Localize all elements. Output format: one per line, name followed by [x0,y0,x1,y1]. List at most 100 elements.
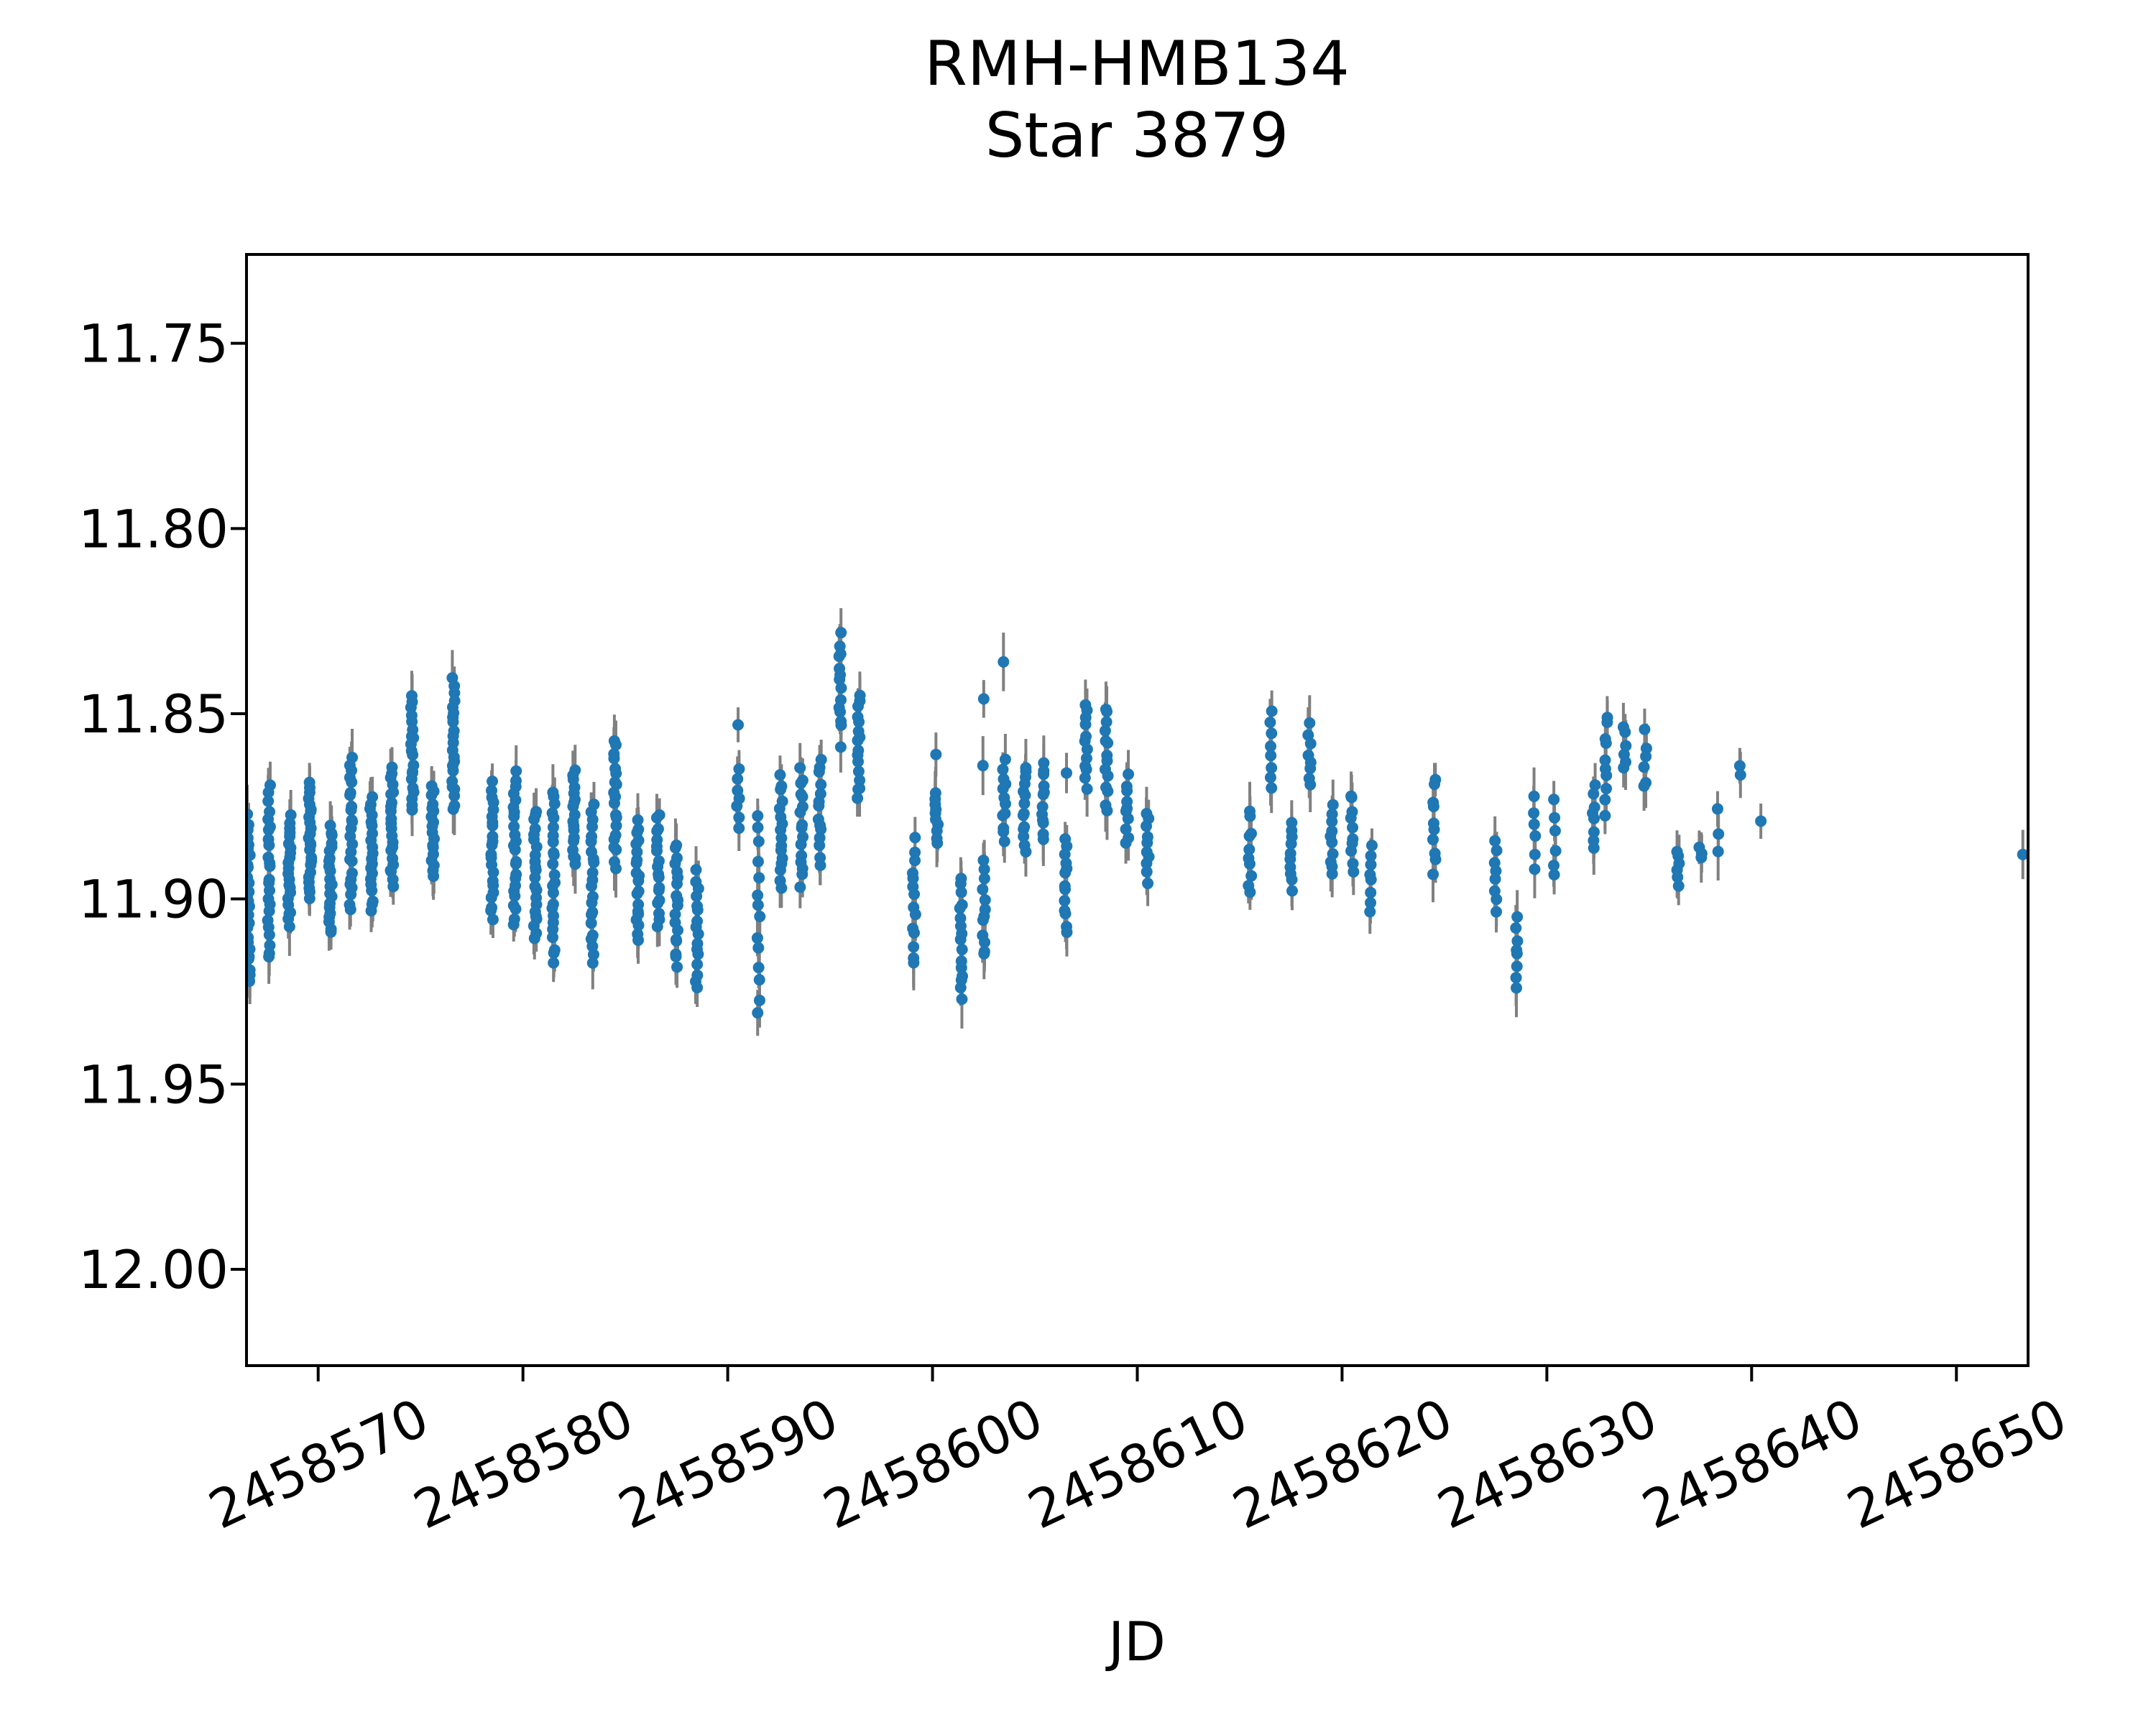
y-tick-label: 11.75 [78,314,229,375]
data-point [247,808,254,820]
data-point [1265,750,1277,762]
data-point [586,821,599,833]
data-point [528,813,540,825]
data-point [405,773,418,785]
data-point [833,650,845,663]
data-point [247,921,254,934]
data-point [548,798,561,810]
data-point [1511,947,1523,960]
data-point [1528,790,1540,802]
data-point [447,716,459,728]
data-point [1059,908,1072,920]
data-point [1345,845,1358,857]
data-point [671,961,683,973]
data-point [753,994,765,1006]
data-point [1489,834,1501,847]
data-point [1037,816,1049,829]
data-point [733,822,745,834]
data-point [547,932,559,944]
data-point [1491,893,1503,906]
data-point [796,791,808,803]
data-point [632,875,645,887]
data-point [1243,830,1256,842]
data-point [1326,816,1338,828]
data-point [653,884,665,896]
data-point [1490,906,1502,918]
data-point [1266,727,1278,740]
data-point [1120,823,1132,835]
data-point [548,957,560,969]
data-point [1038,757,1050,769]
data-point [1061,767,1073,779]
data-point [1600,737,1612,749]
data-point [835,682,847,694]
data-point [1122,813,1134,825]
data-point [529,871,541,883]
y-axis-ticks: 11.75 11.80 11.85 11.90 11.95 12.00 [78,314,247,1301]
data-point [954,982,967,994]
data-point [569,858,581,870]
data-point [908,926,920,939]
data-point [999,753,1011,765]
data-point [691,904,704,916]
data-point [609,739,622,751]
data-point [406,804,418,816]
data-point [1529,848,1541,860]
y-tick-label: 11.80 [78,499,229,560]
data-point [487,819,499,832]
data-point [1081,783,1093,795]
data-point [1141,865,1153,878]
data-point [813,800,825,812]
data-point [1264,717,1276,729]
data-point [586,957,599,969]
data-point [1286,885,1298,897]
data-point [1364,906,1376,918]
data-point [610,811,622,824]
data-point [548,849,560,861]
data-point [1427,868,1439,880]
data-point [1286,816,1298,829]
data-point [1733,760,1746,772]
data-point [509,890,521,902]
data-point [796,868,808,880]
data-point [1640,750,1652,763]
data-point [815,778,827,791]
data-point [977,693,990,705]
data-point [1018,797,1031,809]
data-point [1588,842,1600,854]
data-point [998,835,1010,847]
data-point [610,844,622,856]
data-point [610,768,622,780]
data-point [752,942,765,954]
data-point [907,873,919,885]
data-point [262,824,275,836]
data-point [1120,837,1132,849]
data-point [794,762,806,774]
data-point [1429,853,1442,865]
data-point [652,897,664,909]
data-point [247,849,256,861]
data-point [930,748,942,760]
data-point [852,700,864,712]
data-point [977,883,989,896]
data-point [632,919,645,932]
data-point [632,934,645,947]
data-point [978,873,990,885]
data-point [835,627,847,639]
data-point [387,880,400,893]
x-tick-label: 2458620 [1224,1387,1462,1541]
data-point [1304,763,1317,775]
data-point-layer [247,627,2028,1019]
data-point [1141,837,1153,849]
data-point [425,789,438,801]
data-point [1121,785,1133,797]
data-point [908,888,921,901]
data-point [997,763,1009,776]
data-point [794,881,806,893]
data-point [1099,724,1111,737]
data-point [732,719,745,731]
data-point [773,803,786,815]
data-point [997,809,1009,822]
data-point [346,855,358,868]
data-point [834,741,847,753]
